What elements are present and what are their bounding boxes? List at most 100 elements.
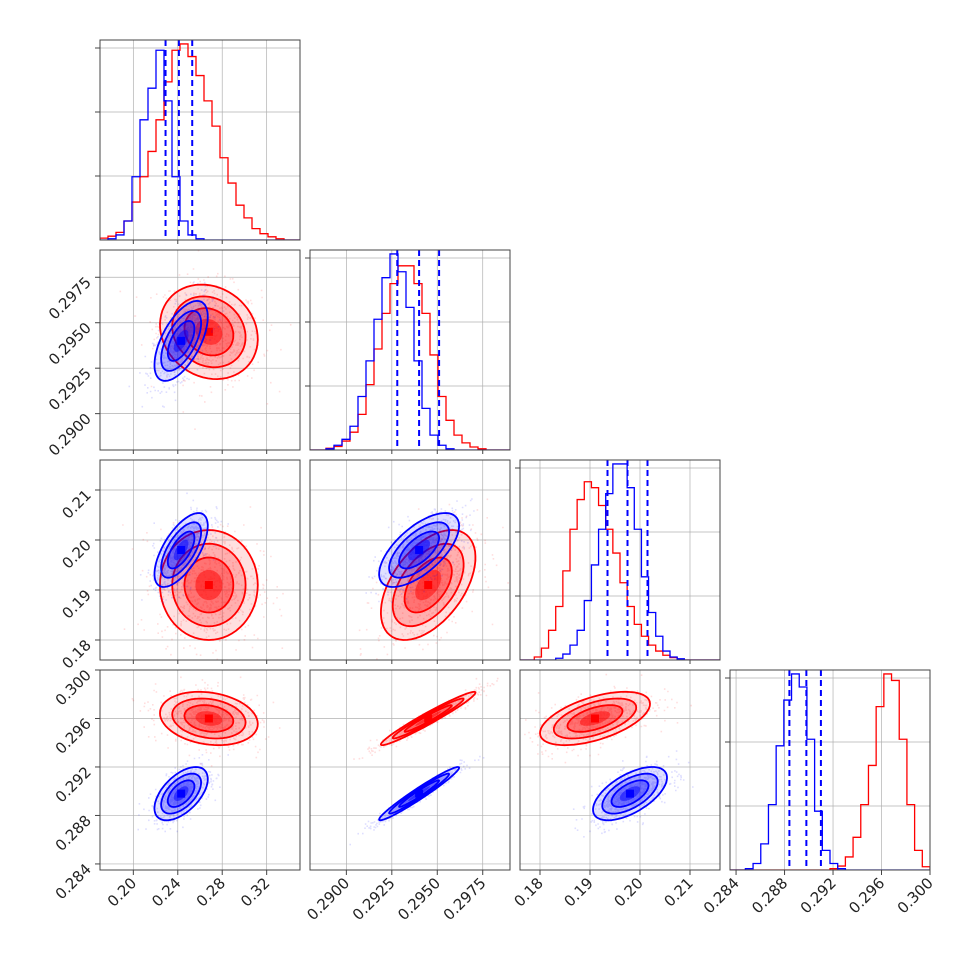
y-tick-label: 0.2975 bbox=[45, 273, 95, 323]
y-tick-label: 0.20 bbox=[58, 536, 94, 572]
contour-line bbox=[160, 309, 202, 372]
y-tick-label: 0.21 bbox=[58, 486, 94, 522]
scatter-panel-3-1 bbox=[309, 669, 511, 871]
panel-frame bbox=[309, 669, 511, 871]
x-tick-label: 0.296 bbox=[845, 874, 888, 917]
x-tick-label: 0.20 bbox=[104, 874, 140, 910]
contour-line bbox=[403, 556, 453, 614]
x-tick-label: 0.300 bbox=[894, 874, 937, 917]
y-tick-label: 0.300 bbox=[52, 666, 95, 709]
y-tick-label: 0.19 bbox=[58, 586, 94, 622]
histogram-series-a bbox=[730, 673, 930, 870]
histogram-series-b bbox=[520, 463, 720, 660]
density-peak bbox=[177, 336, 186, 345]
panel-frame bbox=[99, 249, 301, 451]
scatter-panel-2-1 bbox=[309, 459, 511, 661]
y-tick-label: 0.292 bbox=[52, 763, 95, 806]
contour-line bbox=[183, 704, 235, 733]
x-tick-label: 0.2950 bbox=[394, 874, 444, 924]
contour-line bbox=[379, 529, 477, 641]
histogram-series-a bbox=[100, 43, 300, 240]
x-tick-label: 0.20 bbox=[610, 874, 646, 910]
contour-line bbox=[398, 779, 441, 808]
histogram-series-b bbox=[730, 673, 930, 870]
x-tick-label: 0.292 bbox=[797, 874, 840, 917]
scatter-panel-3-0 bbox=[99, 669, 301, 871]
contour-line bbox=[166, 530, 196, 570]
y-tick-label: 0.288 bbox=[52, 812, 95, 855]
contour-line bbox=[171, 542, 247, 628]
density-peak bbox=[415, 789, 424, 798]
contour-line bbox=[566, 704, 624, 733]
panel-frame bbox=[99, 459, 301, 661]
panel-frame bbox=[519, 459, 721, 661]
contour-line bbox=[153, 299, 209, 382]
contour-line bbox=[159, 529, 259, 641]
contour-line bbox=[171, 697, 247, 740]
x-tick-label: 0.2975 bbox=[440, 874, 490, 924]
x-tick-label: 0.2900 bbox=[303, 874, 353, 924]
contour-line bbox=[160, 772, 203, 815]
y-tick-label: 0.2950 bbox=[45, 319, 95, 369]
x-tick-label: 0.19 bbox=[560, 874, 596, 910]
density-peak bbox=[177, 546, 186, 554]
contour-line bbox=[610, 779, 650, 808]
contour-line bbox=[153, 512, 209, 588]
density-peak bbox=[591, 714, 599, 723]
contour-line bbox=[183, 556, 235, 614]
histogram-series-b bbox=[100, 49, 300, 240]
y-tick-label: 0.284 bbox=[52, 860, 95, 903]
contour-line bbox=[183, 307, 235, 357]
y-tick-label: 0.296 bbox=[52, 715, 95, 758]
contour-line bbox=[592, 766, 668, 822]
x-tick-label: 0.288 bbox=[748, 874, 791, 917]
contour-line bbox=[379, 690, 477, 746]
histogram-series-a bbox=[310, 265, 510, 450]
y-tick-label: 0.18 bbox=[58, 636, 94, 672]
density-peak bbox=[424, 581, 433, 589]
contour-line bbox=[388, 521, 451, 579]
scatter-panel-3-2 bbox=[519, 669, 721, 871]
x-tick-label: 0.284 bbox=[700, 874, 743, 917]
histogram-series-b bbox=[310, 253, 510, 450]
contour-line bbox=[166, 319, 196, 362]
contour-line bbox=[391, 697, 465, 740]
histogram-panel-1 bbox=[309, 249, 511, 451]
contour-line bbox=[403, 704, 453, 733]
panel-frame bbox=[729, 669, 931, 871]
contour-line bbox=[601, 772, 659, 815]
contour-line bbox=[153, 766, 209, 822]
scatter-panel-2-0 bbox=[99, 459, 301, 661]
contour-line bbox=[171, 295, 247, 369]
contour-line bbox=[388, 772, 451, 815]
histogram-panel-3 bbox=[729, 669, 931, 871]
x-tick-label: 0.18 bbox=[510, 874, 546, 910]
density-peak bbox=[204, 327, 213, 336]
scatter-points bbox=[139, 492, 229, 604]
contour-line bbox=[159, 690, 259, 747]
density-peak bbox=[415, 546, 424, 554]
y-tick-label: 0.2900 bbox=[45, 410, 95, 460]
contour-line bbox=[166, 779, 196, 808]
scatter-points bbox=[524, 673, 692, 764]
y-tick-label: 0.2925 bbox=[45, 364, 95, 414]
scatter-panel-1-0 bbox=[99, 249, 301, 451]
panel-frame bbox=[309, 249, 511, 451]
density-peak bbox=[626, 789, 634, 798]
density-peak bbox=[204, 714, 213, 723]
x-tick-label: 0.2925 bbox=[349, 874, 399, 924]
histogram-panel-2 bbox=[519, 459, 721, 661]
panel-frame bbox=[309, 459, 511, 661]
panel-frame bbox=[519, 669, 721, 871]
panel-frame bbox=[99, 669, 301, 871]
contour-line bbox=[159, 283, 259, 381]
x-tick-label: 0.21 bbox=[660, 874, 696, 910]
contour-line bbox=[391, 542, 465, 628]
density-peak bbox=[424, 714, 433, 723]
panel-frame bbox=[99, 39, 301, 241]
x-tick-label: 0.32 bbox=[237, 874, 273, 910]
contour-line bbox=[539, 690, 651, 747]
histogram-panel-0 bbox=[99, 39, 301, 241]
contour-line bbox=[160, 521, 202, 579]
scatter-points bbox=[131, 676, 281, 767]
